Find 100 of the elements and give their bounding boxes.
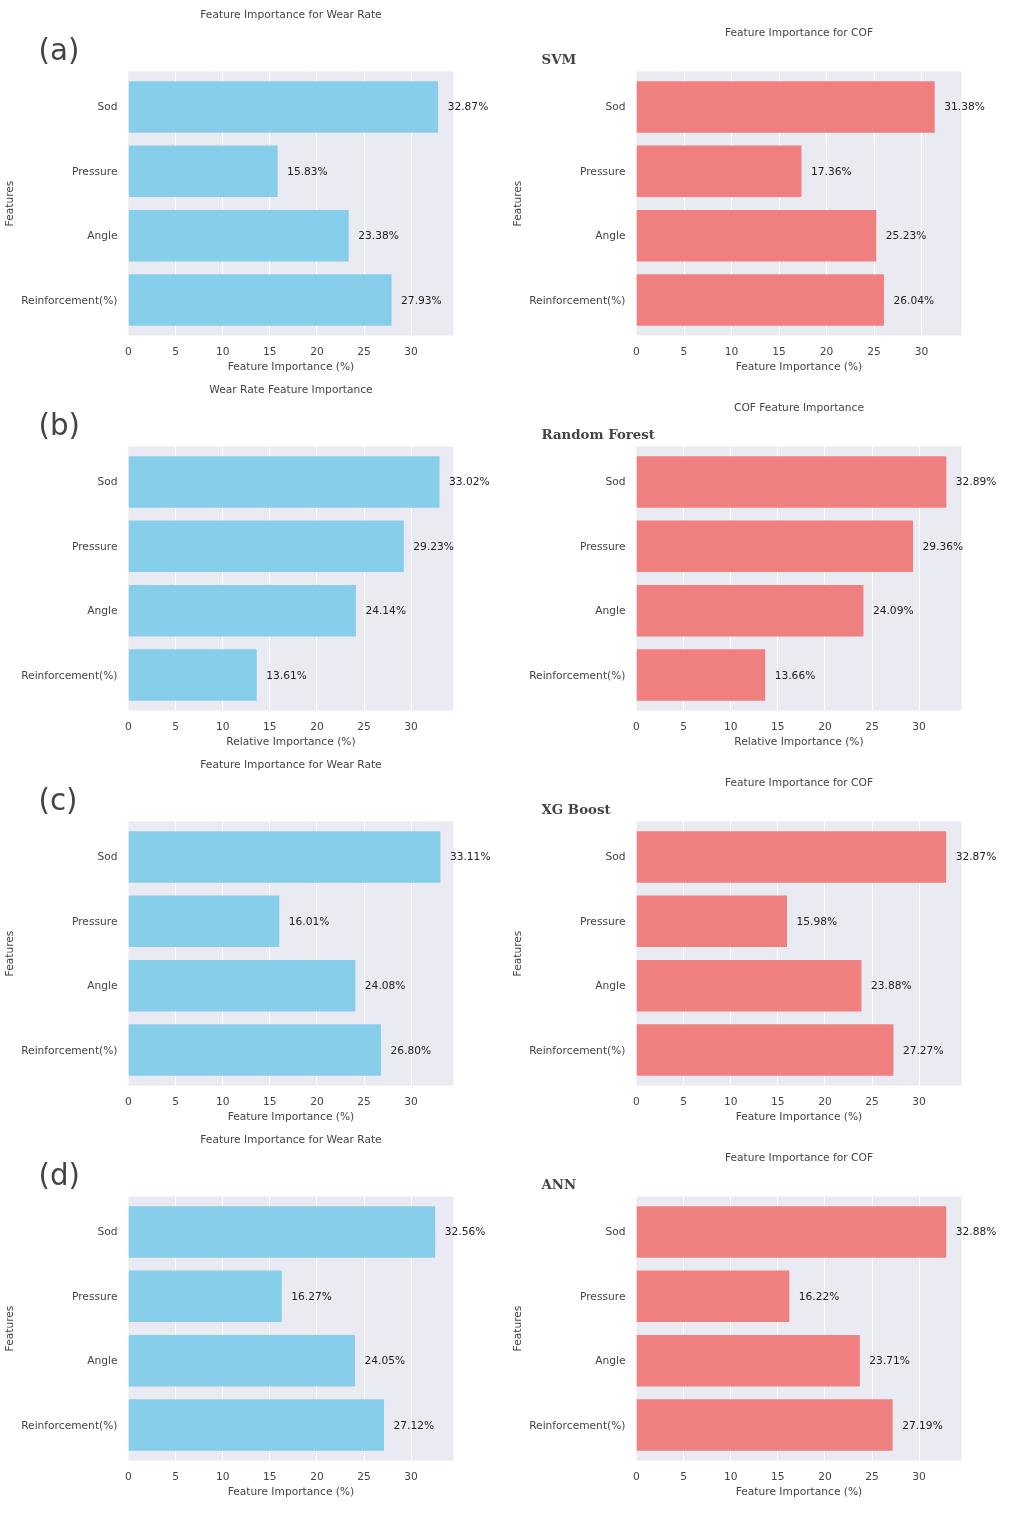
data-label: 23.71% (869, 1353, 910, 1367)
data-label: 27.12% (393, 1418, 435, 1432)
y-axis-title: Features (3, 930, 17, 977)
data-label: 25.23% (885, 228, 927, 242)
x-tick-label: 0 (633, 1469, 641, 1483)
y-tick-label: Reinforcement(%) (21, 1043, 118, 1057)
data-label: 24.09% (872, 603, 914, 617)
x-tick-label: 0 (633, 344, 641, 358)
data-label: 16.01% (288, 914, 330, 928)
y-tick-label: Angle (87, 229, 118, 243)
x-tick-label: 5 (172, 1469, 179, 1483)
x-tick-label: 30 (404, 719, 419, 733)
data-label: 16.22% (798, 1289, 840, 1303)
x-axis-title: Relative Importance (%) (226, 734, 356, 748)
data-label: 32.87% (955, 849, 997, 863)
text: (a) (38, 32, 80, 67)
y-tick-label: Sod (97, 850, 118, 864)
x-tick-label: 0 (125, 344, 133, 358)
text: XG Boost (541, 800, 612, 817)
data-label: 24.08% (364, 978, 406, 992)
data-label: 27.27% (902, 1043, 944, 1057)
x-tick-label: 25 (865, 1469, 879, 1483)
y-tick-label: Pressure (580, 914, 626, 928)
x-tick-label: 10 (215, 719, 230, 733)
data-label: 24.14% (365, 603, 407, 617)
x-tick-label: 15 (771, 719, 785, 733)
x-tick-label: 5 (680, 1094, 687, 1108)
data-label: 23.38% (358, 228, 399, 242)
x-tick-label: 10 (724, 344, 739, 358)
x-axis-title: Feature Importance (%) (735, 1484, 863, 1498)
y-axis-title: Features (3, 180, 17, 227)
x-tick-label: 20 (310, 1094, 324, 1108)
x-tick-label: 20 (818, 1094, 832, 1108)
y-tick-label: Reinforcement(%) (21, 293, 118, 307)
data-label: 27.93% (401, 293, 442, 307)
chart-title: Feature Importance for Wear Rate (200, 1132, 382, 1146)
x-axis-title: Feature Importance (%) (227, 1484, 355, 1498)
data-label: 15.98% (796, 914, 838, 928)
x-tick-label: 20 (819, 344, 834, 358)
text: SVM (541, 50, 577, 67)
y-axis-title: Features (511, 180, 525, 227)
chart-title: Feature Importance for COF (724, 775, 874, 789)
x-tick-label: 25 (357, 344, 371, 358)
y-tick-label: Reinforcement(%) (529, 668, 626, 682)
x-tick-label: 10 (215, 1094, 230, 1108)
x-tick-label: 30 (404, 1469, 419, 1483)
chart-title: Feature Importance for Wear Rate (200, 757, 382, 771)
x-tick-label: 30 (912, 1469, 927, 1483)
y-tick-label: Sod (605, 1225, 626, 1239)
x-tick-label: 15 (772, 344, 786, 358)
x-tick-label: 5 (680, 1469, 687, 1483)
text: (c) (38, 782, 78, 817)
y-tick-label: Sod (605, 100, 626, 114)
y-tick-label: Pressure (72, 539, 118, 553)
y-tick-label: Pressure (72, 914, 118, 928)
y-tick-label: Reinforcement(%) (529, 1418, 626, 1432)
y-axis-title: Features (511, 930, 525, 977)
data-label: 29.23% (413, 539, 454, 553)
x-tick-label: 10 (723, 719, 738, 733)
y-tick-label: Sod (605, 850, 626, 864)
y-tick-label: Angle (87, 1354, 118, 1368)
x-tick-label: 5 (172, 719, 179, 733)
x-tick-label: 10 (215, 1469, 230, 1483)
data-label: 32.87% (447, 99, 489, 113)
x-tick-label: 20 (310, 719, 324, 733)
x-tick-label: 30 (914, 344, 929, 358)
x-tick-label: 15 (263, 719, 277, 733)
y-tick-label: Pressure (72, 164, 118, 178)
y-tick-label: Reinforcement(%) (21, 1418, 118, 1432)
data-label: 26.80% (390, 1043, 432, 1057)
text: ANN (540, 1175, 577, 1192)
chart-title: Feature Importance for COF (724, 1150, 874, 1164)
y-tick-label: Reinforcement(%) (21, 668, 118, 682)
text: (b) (38, 407, 81, 442)
x-tick-label: 0 (633, 719, 641, 733)
text: (d) (38, 1157, 81, 1192)
data-label: 33.11% (449, 849, 491, 863)
data-label: 32.56% (444, 1224, 486, 1238)
y-axis-title: Features (511, 1305, 525, 1352)
data-label: 31.38% (944, 99, 985, 113)
x-axis-title: Feature Importance (%) (735, 359, 863, 373)
y-tick-label: Angle (595, 229, 626, 243)
y-tick-label: Sod (97, 475, 118, 489)
data-label: 33.02% (449, 474, 490, 488)
chart-title: Wear Rate Feature Importance (209, 382, 373, 396)
x-tick-label: 5 (680, 719, 687, 733)
x-tick-label: 15 (263, 1094, 277, 1108)
x-tick-label: 0 (633, 1094, 641, 1108)
x-tick-label: 10 (215, 344, 230, 358)
x-tick-label: 15 (771, 1469, 785, 1483)
x-tick-label: 0 (125, 1469, 133, 1483)
y-tick-label: Angle (595, 1354, 626, 1368)
x-tick-label: 5 (172, 1094, 179, 1108)
x-tick-label: 15 (263, 1469, 277, 1483)
x-tick-label: 15 (771, 1094, 785, 1108)
y-tick-label: Pressure (72, 1289, 118, 1303)
x-tick-label: 0 (125, 1094, 133, 1108)
data-label: 26.04% (893, 293, 935, 307)
y-tick-label: Sod (605, 475, 626, 489)
x-tick-label: 20 (310, 1469, 324, 1483)
